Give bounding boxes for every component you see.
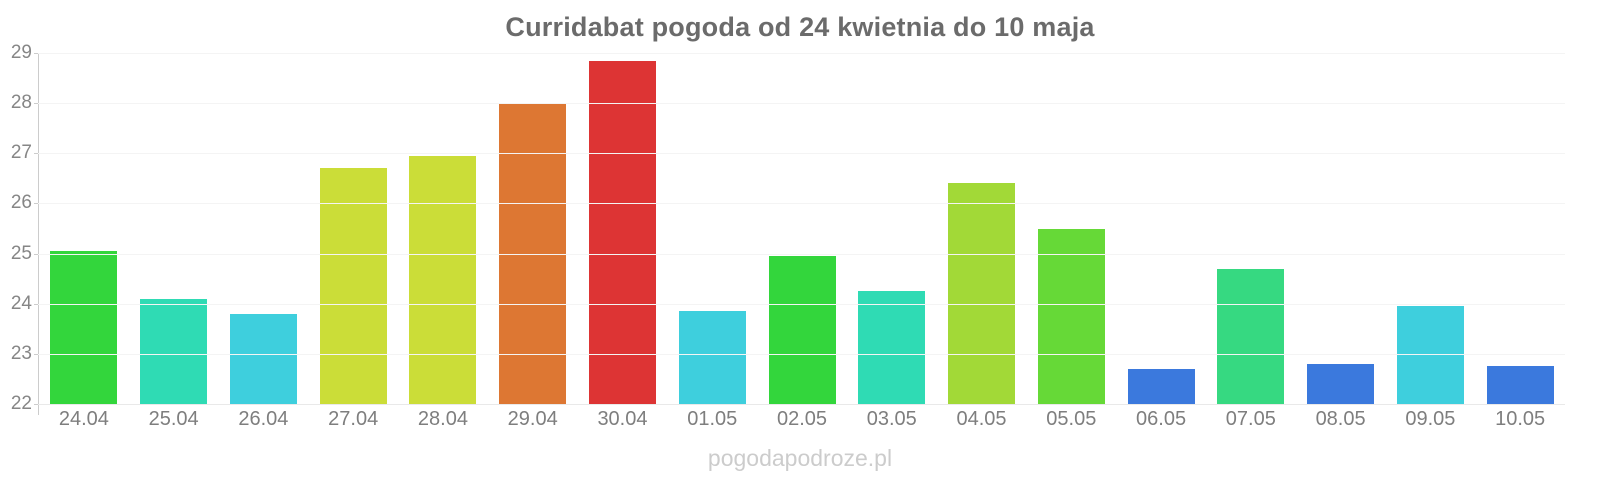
- bar-08.05[interactable]: [1307, 363, 1375, 404]
- y-axis-label: 24: [10, 292, 32, 314]
- y-tick: [34, 203, 38, 205]
- y-tick: [34, 103, 38, 105]
- bar-slot: [1026, 53, 1116, 404]
- bar-slot: [1475, 53, 1565, 404]
- bar-28.04[interactable]: [409, 155, 477, 404]
- bar-25.04[interactable]: [140, 298, 208, 404]
- bar-slot: [1385, 53, 1475, 404]
- y-tick: [34, 153, 38, 155]
- bars-row: [39, 53, 1565, 404]
- y-tick: [34, 404, 38, 405]
- bar-slot: [578, 53, 668, 404]
- y-axis-label: 29: [10, 42, 32, 63]
- gridline: [38, 404, 1565, 405]
- x-axis-label: 07.05: [1225, 408, 1276, 430]
- x-axis-label: 04.05: [956, 408, 1007, 430]
- y-tick: [34, 253, 38, 255]
- x-axis-label: 26.04: [238, 408, 289, 430]
- bar-24.04[interactable]: [50, 251, 118, 404]
- y-axis-label: 27: [10, 142, 32, 164]
- y-tick: [34, 53, 38, 54]
- bar-09.05[interactable]: [1396, 306, 1464, 404]
- bar-07.05[interactable]: [1217, 268, 1285, 404]
- x-axis-label: 10.05: [1495, 408, 1546, 430]
- y-tick: [34, 353, 38, 355]
- gridline: [38, 253, 1565, 255]
- x-axis-label: 28.04: [417, 408, 468, 430]
- gridline: [38, 203, 1565, 205]
- bar-slot: [847, 53, 937, 404]
- bar-slot: [937, 53, 1027, 404]
- watermark: pogodapodroze.pl: [707, 445, 893, 471]
- x-axis-label: 01.05: [687, 408, 738, 430]
- bar-06.05[interactable]: [1127, 368, 1195, 404]
- gridline: [38, 103, 1565, 105]
- x-axis-label: 05.05: [1046, 408, 1097, 430]
- bar-slot: [1296, 53, 1386, 404]
- bar-slot: [1116, 53, 1206, 404]
- y-axis-label: 22: [10, 393, 32, 414]
- bar-27.04[interactable]: [319, 168, 387, 404]
- x-axis: 24.04 25.04 26.04 27.04 28.04 29.04 30.04 01.05…: [39, 408, 1565, 434]
- bar-slot: [488, 53, 578, 404]
- bar-04.05[interactable]: [948, 183, 1016, 404]
- bar-02.05[interactable]: [768, 256, 836, 404]
- bar-30.04[interactable]: [588, 60, 656, 404]
- bar-slot: [219, 53, 309, 404]
- bar-slot: [308, 53, 398, 404]
- x-axis-label: 24.04: [58, 408, 109, 430]
- y-axis-label: 25: [10, 242, 32, 264]
- x-axis-label: 30.04: [597, 408, 648, 430]
- y-axis-label: 23: [10, 342, 32, 364]
- bar-slot: [667, 53, 757, 404]
- bar-01.05[interactable]: [678, 311, 746, 404]
- y-axis-label: 26: [10, 192, 32, 214]
- gridline: [38, 353, 1565, 355]
- bar-slot: [757, 53, 847, 404]
- bar-slot: [129, 53, 219, 404]
- y-tick: [34, 303, 38, 305]
- y-axis-label: 28: [10, 92, 32, 114]
- y-axis: 22 23 24 25 26 27 28 29: [0, 42, 32, 414]
- plot-area: [34, 53, 1565, 415]
- gridline: [38, 53, 1565, 54]
- bar-03.05[interactable]: [858, 291, 926, 404]
- gridline: [38, 153, 1565, 155]
- x-axis-label: 09.05: [1405, 408, 1456, 430]
- x-axis-label: 27.04: [328, 408, 379, 430]
- bar-slot: [39, 53, 129, 404]
- y-axis-line: [38, 53, 39, 415]
- x-axis-label: 02.05: [776, 408, 828, 430]
- bar-10.05[interactable]: [1486, 366, 1554, 404]
- bar-slot: [1206, 53, 1296, 404]
- x-axis-label: 25.04: [148, 408, 199, 430]
- bar-slot: [398, 53, 488, 404]
- x-axis-label: 06.05: [1136, 408, 1187, 430]
- bar-05.05[interactable]: [1037, 228, 1105, 404]
- bar-26.04[interactable]: [229, 313, 297, 404]
- x-axis-label: 03.05: [866, 408, 917, 430]
- gridline: [38, 303, 1565, 305]
- x-axis-label: 29.04: [507, 408, 558, 430]
- chart-title: Curridabat pogoda od 24 kwietnia do 10 m…: [505, 12, 1095, 42]
- x-axis-label: 08.05: [1315, 408, 1366, 430]
